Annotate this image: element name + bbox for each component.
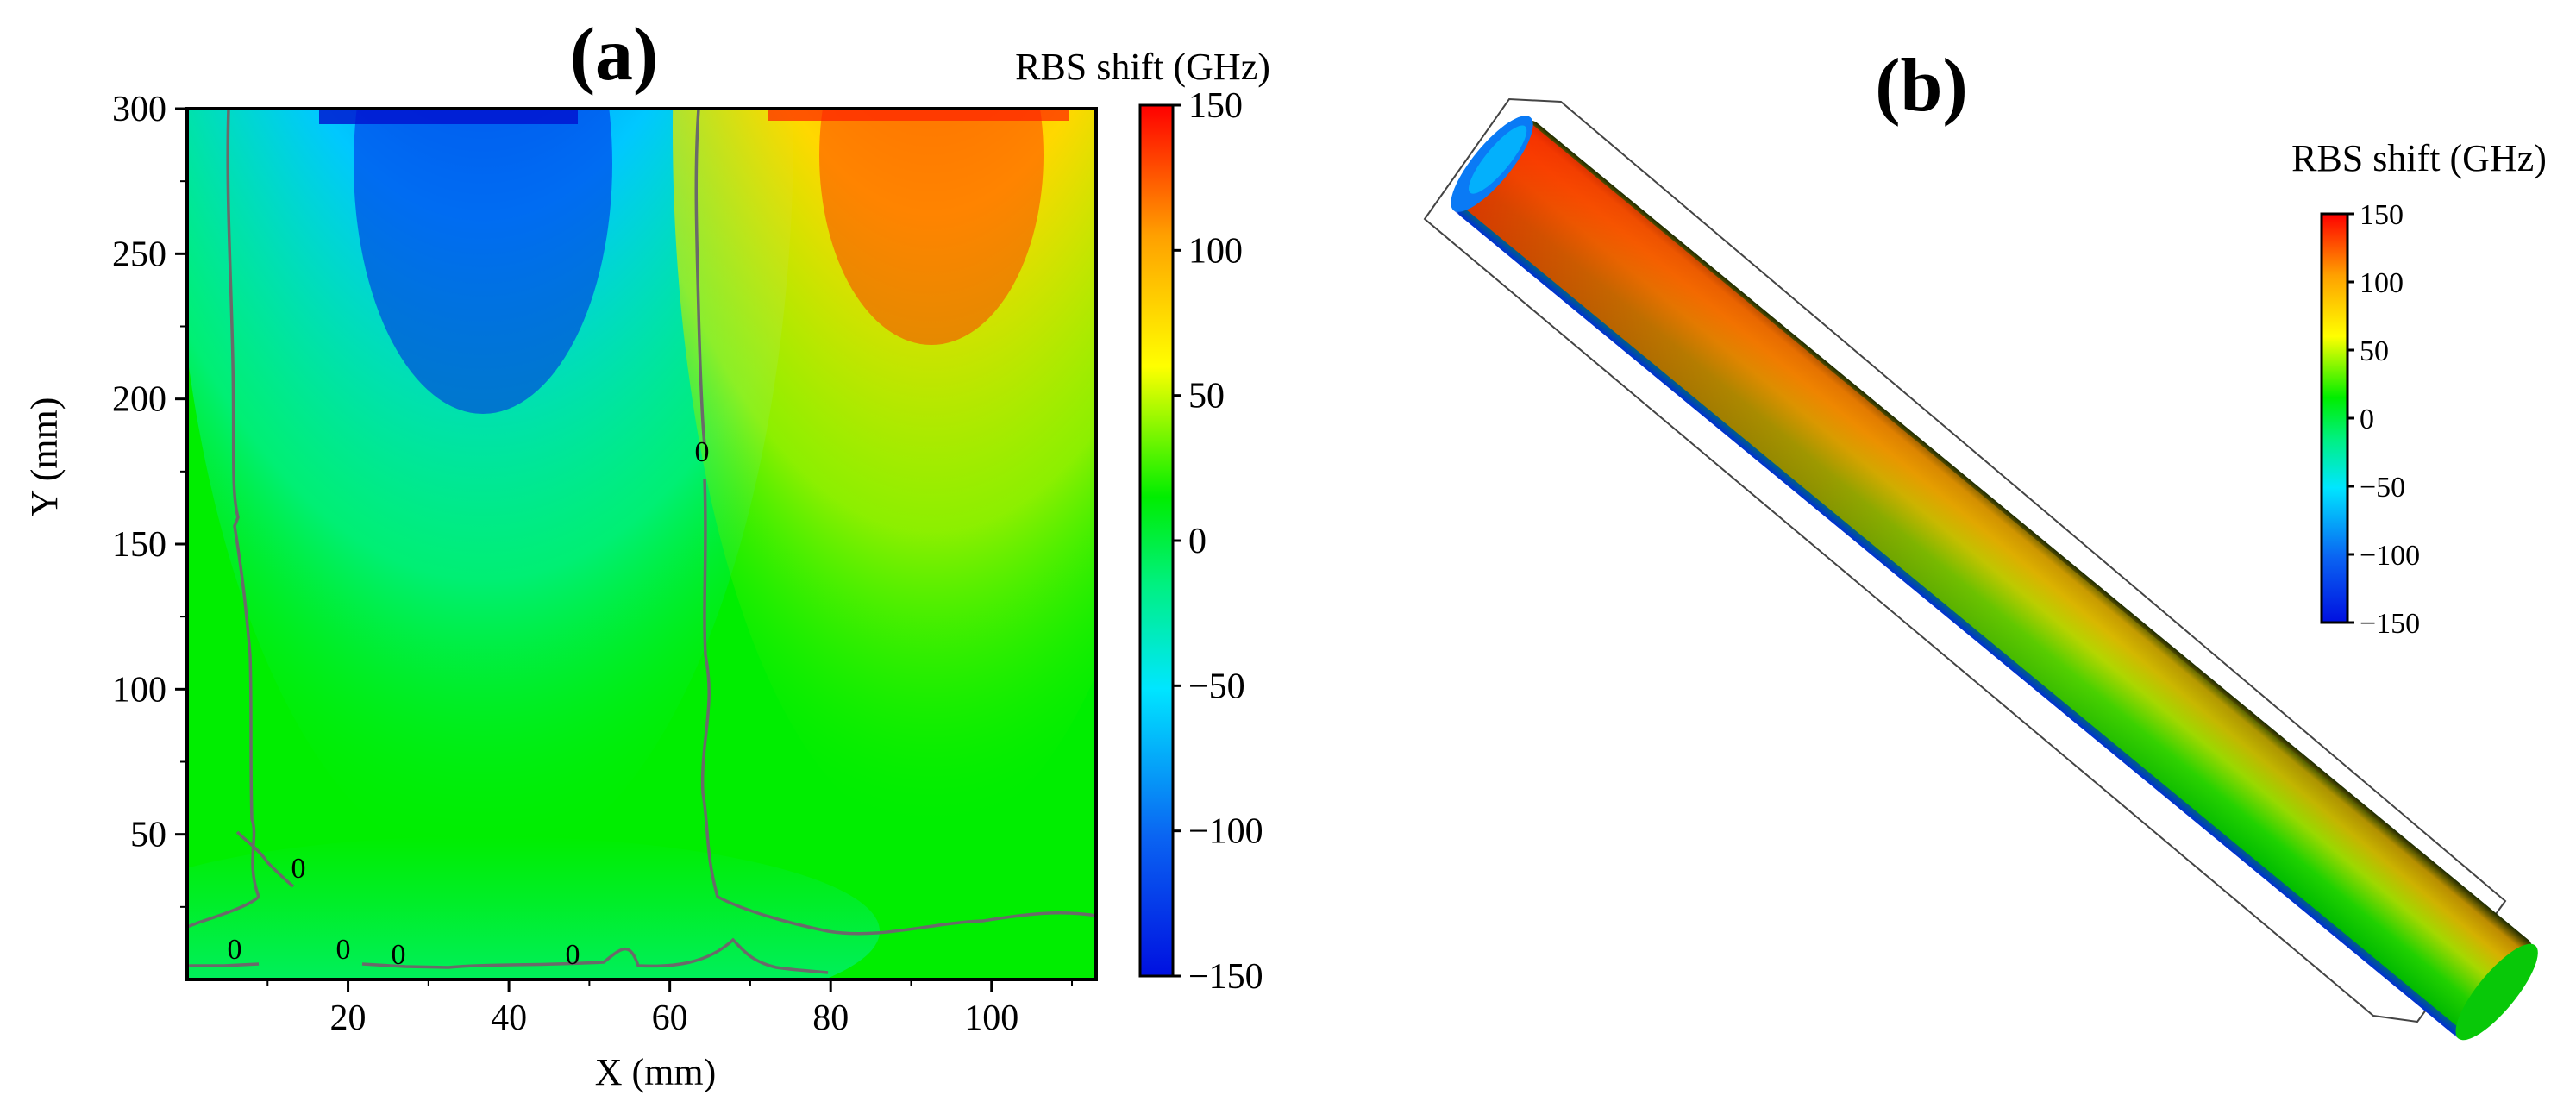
colorbar-a [1138,103,1175,978]
y-tick-label: 300 [112,90,166,129]
contour-label: 0 [228,934,242,966]
x-axis: 20 40 60 80 100 [266,979,1074,1038]
positive-lobe-core [819,109,1044,345]
zero-contour-left [187,109,261,929]
colorbar-b [2320,212,2349,624]
colorbar-b-tick-label: −50 [2360,472,2405,504]
zero-contour-bottom [187,937,829,974]
x-tick-label: 40 [491,998,527,1038]
y-tick-label: 250 [112,235,166,274]
colorbar-a-title: RBS shift (GHz) [1015,46,1270,88]
zero-contour-mid [694,109,1096,936]
colorbar-b-tick-label: 150 [2360,199,2404,231]
x-tick-label: 80 [812,998,849,1038]
colorbar-b-tick-label: 0 [2360,404,2374,435]
zero-contour-bl [235,830,295,888]
colorbar-b-tick-label: 100 [2360,267,2404,299]
y-axis-title: Y (mm) [23,397,66,517]
contour-label: 0 [566,939,580,971]
colorbar-b-title: RBS shift (GHz) [2291,137,2547,179]
x-axis-title: X (mm) [595,1051,717,1093]
panel-a-label: (a) [570,13,659,97]
heatmap-plot-area [187,109,1096,979]
colorbar-a-tick-label: −50 [1188,667,1245,706]
panel-b-label: (b) [1875,44,1968,128]
top-red-strip [768,109,1069,121]
contour-label: 0 [392,939,406,971]
colorbar-b-ticks: 150 100 50 0 −50 −100 −150 [2347,199,2420,640]
colorbar-b-tick-label: −150 [2360,608,2420,640]
cylinder-bottom-cap [2455,943,2538,1041]
cylinder-shift-overlay [1458,120,2533,1032]
y-tick-label: 50 [130,816,166,855]
x-tick-label: 20 [330,998,367,1038]
contour-label: 0 [336,934,351,966]
cylinder-bounding-box [1423,97,2507,1023]
negative-lobe [187,109,793,871]
x-tick-label: 60 [652,998,688,1038]
negative-lobe-core [354,109,612,414]
y-axis: 50 100 150 200 250 300 [112,90,187,908]
y-tick-label: 200 [112,380,166,420]
colorbar-b-tick-label: −100 [2360,540,2420,572]
cylinder-shadow-edge [1453,203,2464,1039]
contour-label: 0 [291,853,306,885]
cylinder-3d [1423,97,2538,1041]
colorbar-a-tick-label: −100 [1188,812,1263,852]
x-tick-label: 100 [964,998,1018,1038]
colorbar-a-tick-label: 0 [1188,522,1207,561]
heatmap-bottom-band [187,836,880,979]
colorbar-a-tick-label: −150 [1188,957,1263,997]
colorbar-a-tick-label: 100 [1188,231,1243,271]
y-tick-label: 150 [112,525,166,565]
colorbar-b-tick-label: 50 [2360,335,2389,367]
colorbar-a-ticks: 150 100 50 0 −50 −100 −150 [1173,86,1263,997]
cylinder-top-cap-inner [1469,125,1527,194]
contour-label: 0 [695,436,710,468]
top-blue-strip [319,109,578,124]
y-tick-label: 100 [112,670,166,710]
colorbar-a-tick-label: 50 [1188,377,1225,416]
colorbar-a-tick-label: 150 [1188,86,1243,126]
